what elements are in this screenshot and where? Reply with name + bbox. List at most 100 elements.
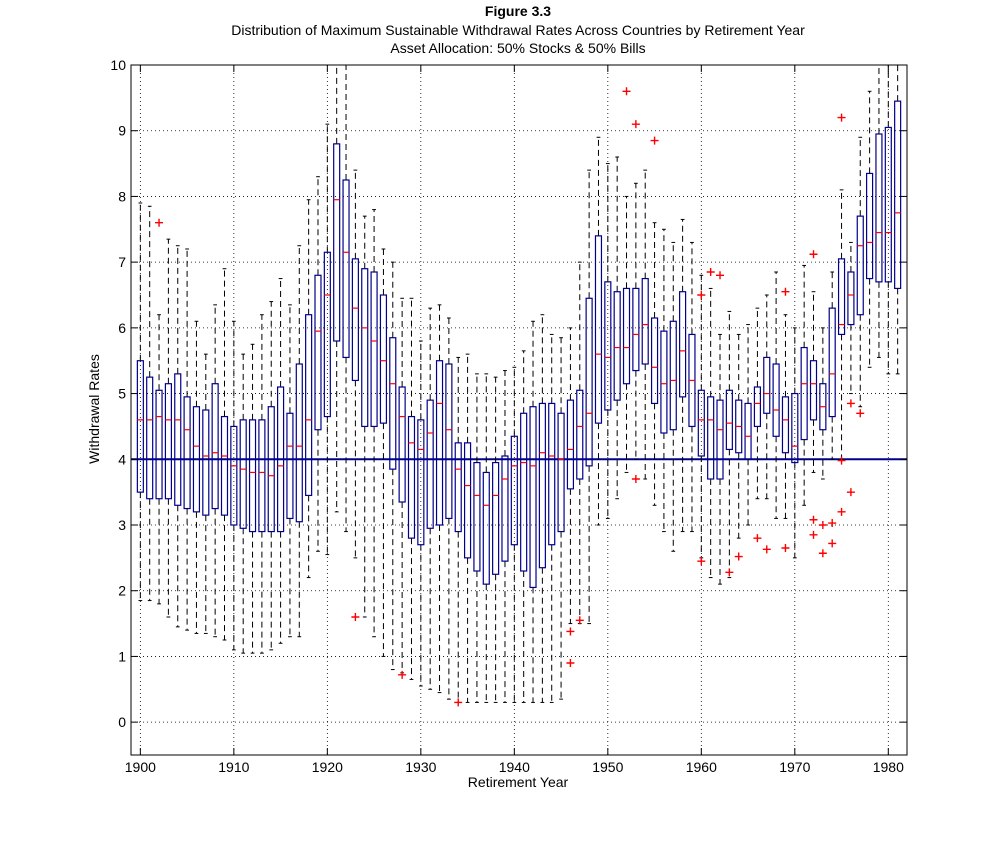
x-tick-label: 1980 — [873, 759, 904, 775]
outlier-point — [697, 557, 706, 566]
box-iqr — [622, 287, 631, 385]
box-plot-item — [697, 274, 706, 566]
y-tick-label: 10 — [110, 57, 126, 73]
box-iqr — [417, 419, 425, 546]
box-plot-item — [230, 320, 238, 651]
box-plot-item — [566, 327, 575, 667]
box-iqr — [482, 471, 490, 585]
box-iqr — [220, 415, 229, 516]
box-plot-item — [370, 209, 378, 638]
box-plot-item — [463, 353, 472, 703]
outlier-point — [566, 627, 575, 636]
box-iqr — [529, 406, 537, 589]
x-tick-label: 1920 — [312, 759, 343, 775]
outlier-point — [762, 545, 771, 554]
y-tick-label: 9 — [118, 123, 126, 139]
box-plot-item — [220, 268, 229, 641]
box-plot-item — [248, 343, 257, 654]
box-iqr — [809, 360, 818, 421]
box-iqr — [632, 287, 640, 372]
box-iqr — [697, 389, 705, 457]
box-plot-item — [594, 136, 603, 526]
x-tick-label: 1950 — [592, 759, 623, 775]
box-plot-item — [482, 373, 490, 703]
box-iqr — [230, 425, 238, 526]
outlier-point — [809, 250, 818, 259]
box-plot-item — [604, 163, 612, 519]
box-plot-item — [398, 297, 407, 679]
chart-title: Figure 3.3 — [485, 3, 551, 19]
box-iqr — [538, 402, 546, 569]
box-plot-item — [361, 215, 369, 618]
box-plot-item — [538, 314, 546, 703]
box-iqr — [520, 412, 528, 572]
box-iqr — [492, 461, 500, 575]
box-plot-item — [613, 156, 621, 500]
outlier-point — [706, 268, 715, 276]
x-tick-label: 1910 — [218, 759, 249, 775]
box-plot-item — [875, 64, 883, 358]
box-plot-item — [417, 340, 425, 687]
outlier-point — [828, 519, 837, 528]
box-plot-item — [866, 90, 874, 368]
box-plot-item — [762, 294, 771, 554]
box-plot-item — [314, 176, 322, 552]
box-iqr — [183, 396, 191, 510]
box-iqr — [800, 346, 808, 441]
outlier-point — [753, 534, 762, 543]
box-iqr — [174, 373, 182, 506]
box-iqr — [463, 442, 472, 559]
box-iqr — [576, 389, 584, 480]
box-plot-item — [622, 87, 631, 473]
box-plot-item — [753, 307, 762, 543]
x-tick-label: 1940 — [499, 759, 530, 775]
box-plot-item — [800, 264, 808, 506]
box-iqr — [837, 258, 846, 336]
box-plot-item — [239, 353, 247, 654]
box-iqr — [875, 133, 883, 283]
box-plot-item — [211, 304, 219, 638]
y-tick-label: 4 — [118, 451, 126, 467]
outlier-point — [781, 287, 790, 296]
box-plot-item — [174, 245, 182, 628]
box-plot-item — [155, 218, 164, 605]
y-tick-label: 5 — [118, 386, 126, 402]
box-plot-item — [631, 120, 640, 483]
x-tick-label: 1900 — [125, 759, 156, 775]
y-tick-label: 3 — [118, 517, 126, 533]
box-iqr — [613, 291, 621, 401]
box-plot-item — [529, 320, 537, 703]
box-plot-item — [548, 333, 556, 703]
box-iqr — [566, 399, 575, 490]
chart-subtitle: Distribution of Maximum Sustainable With… — [231, 22, 805, 38]
y-axis-label: Withdrawal Rates — [86, 354, 102, 464]
box-plot-item — [492, 376, 500, 703]
box-plot-item — [716, 271, 725, 585]
outlier-point — [454, 698, 463, 707]
outlier-point — [846, 399, 855, 408]
box-iqr — [164, 383, 172, 500]
box-plot-item — [734, 333, 743, 561]
box-plot-item — [183, 248, 191, 631]
outlier-point — [837, 456, 846, 465]
box-plot-item — [323, 123, 331, 556]
box-iqr — [342, 179, 350, 359]
box-iqr — [314, 274, 322, 431]
box-plot-item — [435, 304, 444, 694]
box-plot-item — [426, 307, 434, 690]
box-iqr — [884, 126, 892, 283]
box-iqr — [370, 271, 378, 428]
x-axis-label: Retirement Year — [468, 774, 569, 790]
box-iqr — [725, 389, 733, 451]
box-iqr — [557, 412, 565, 533]
box-plot-item — [473, 373, 481, 703]
box-plot-item — [669, 241, 677, 552]
box-iqr — [267, 406, 275, 533]
box-iqr — [585, 297, 593, 467]
box-plot-item — [557, 337, 565, 700]
box-iqr — [351, 258, 359, 382]
box-iqr — [202, 409, 210, 516]
axes: 1900 1910 1920 1930 1940 1950 1960 1970 1980 0 1 2 3… — [110, 57, 908, 775]
box-iqr — [641, 277, 649, 365]
